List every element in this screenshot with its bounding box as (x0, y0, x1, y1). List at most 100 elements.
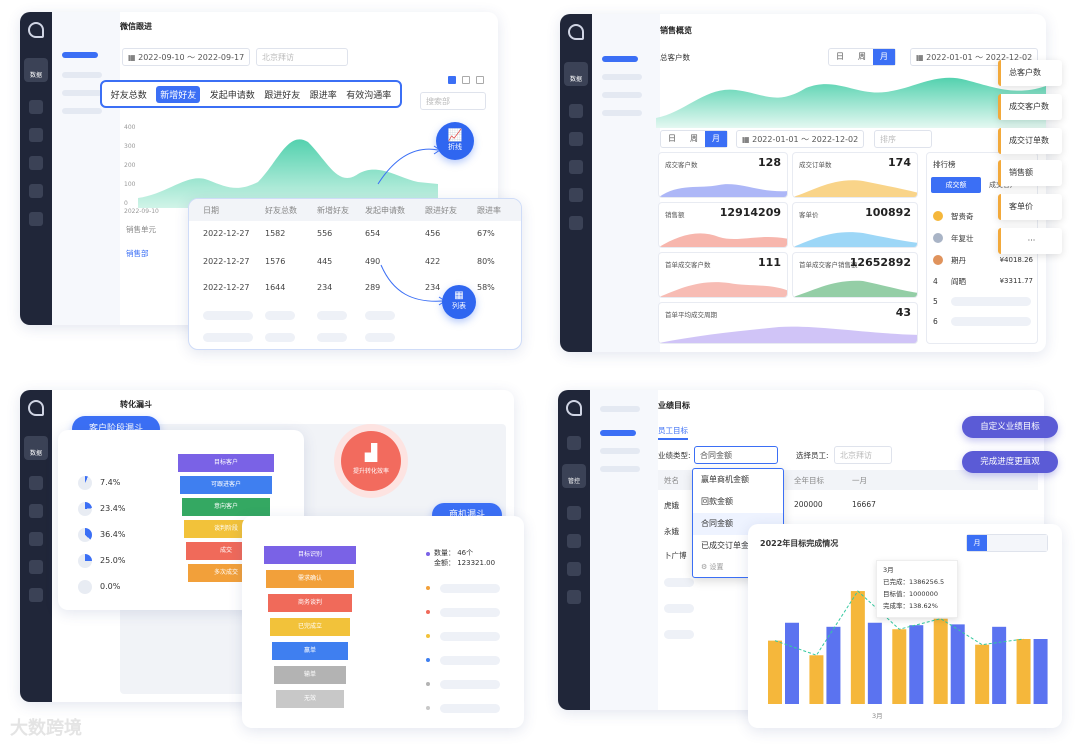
view-toggles (448, 76, 484, 84)
nav-item[interactable] (569, 132, 583, 146)
dropdown-option[interactable]: 已成交订单金额 (701, 541, 757, 550)
date-range-picker[interactable]: ▦ 2022-09-10 ～ 2022-09-17 (122, 48, 251, 66)
bar-target[interactable] (1033, 639, 1048, 704)
side-tag[interactable]: 总客户数 (998, 60, 1062, 86)
dropdown-settings[interactable]: ⚙ 设置 (701, 563, 724, 571)
nav-item[interactable] (29, 560, 43, 574)
bar-target[interactable] (785, 622, 799, 704)
metric-card[interactable]: 成交订单数 174 (792, 152, 918, 198)
select-dropdown[interactable]: 北京拜访 (256, 48, 348, 66)
side-tag[interactable]: 成交客户数 (998, 94, 1062, 120)
line-chart-button[interactable]: 📈 折线 (436, 122, 474, 160)
tab-requests[interactable]: 发起申请数 (209, 90, 255, 101)
bar-completed[interactable] (975, 644, 990, 704)
nav-item[interactable] (569, 216, 583, 230)
app-logo-icon (28, 22, 44, 38)
type-label: 业绩类型: (658, 451, 691, 460)
tab-follow-rate[interactable]: 跟进率 (309, 90, 337, 101)
tab-effective-rate[interactable]: 有效沟通率 (346, 90, 392, 101)
nav-item[interactable] (569, 160, 583, 174)
bar-completed[interactable] (892, 629, 907, 704)
nav-data[interactable]: 数据 (24, 58, 48, 82)
tab-new-friends[interactable]: 新增好友 (156, 85, 201, 103)
side-tag[interactable]: 销售额 (998, 160, 1062, 186)
nav-data[interactable]: 数据 (24, 436, 48, 460)
bar-target[interactable] (909, 625, 924, 704)
progress-button[interactable]: 完成进度更直观 (962, 451, 1058, 473)
bar-chart-icon: ▟ (364, 443, 378, 462)
progress-ring-icon (78, 476, 92, 490)
nav-item[interactable] (29, 184, 43, 198)
nav-item[interactable] (29, 100, 43, 114)
dropdown-option[interactable]: 回款金额 (701, 497, 733, 506)
progress-ring-icon (78, 554, 92, 568)
dept-link[interactable]: 销售部 (126, 249, 149, 258)
metric-card-wide[interactable]: 首单平均成交周期 43 (658, 302, 918, 344)
nav-control[interactable]: 管控 (562, 464, 586, 488)
side-tag[interactable]: 客单价 (998, 194, 1062, 220)
filter-select[interactable]: 搜索部 (420, 92, 486, 110)
custom-target-button[interactable]: 自定义业绩目标 (962, 416, 1058, 438)
bar-completed[interactable] (933, 618, 948, 704)
metric-card[interactable]: 客单价 100892 (792, 202, 918, 248)
chart-view-icon[interactable] (448, 76, 456, 84)
bar-completed[interactable] (850, 591, 865, 704)
bar-completed[interactable] (768, 640, 782, 704)
nav-data[interactable]: 数据 (564, 62, 588, 86)
employee-name: 卜广博 (664, 551, 687, 560)
nav-item[interactable] (29, 128, 43, 142)
bar-target[interactable] (826, 626, 841, 704)
unit-label: 销售单元 (126, 225, 156, 234)
nav-item[interactable] (567, 590, 581, 604)
nav-item[interactable] (29, 532, 43, 546)
nav-item[interactable] (567, 562, 581, 576)
chart-period-toggle[interactable]: 月 (966, 534, 1048, 552)
side-tag-more[interactable]: ··· (998, 228, 1062, 254)
nav-item[interactable] (29, 588, 43, 602)
export-icon[interactable] (476, 76, 484, 84)
stage-percent-item: 0.0% (78, 574, 125, 600)
bar-completed[interactable] (1016, 639, 1031, 704)
side-nav: 数据 (20, 12, 52, 325)
tab-follow-friends[interactable]: 跟进好友 (264, 90, 301, 101)
nav-item[interactable] (29, 212, 43, 226)
sort-select[interactable]: 排序 (874, 130, 932, 148)
table-view-icon[interactable] (462, 76, 470, 84)
employee-name: 永娥 (664, 527, 679, 536)
period-toggle-2[interactable]: 日周月 (660, 130, 728, 148)
dropdown-option[interactable]: 赢单商机金额 (701, 475, 749, 484)
total-customers-area (656, 77, 1046, 128)
nav-item[interactable] (29, 476, 43, 490)
nav-item[interactable] (569, 104, 583, 118)
nav-item[interactable] (569, 188, 583, 202)
ranking-tab-amount[interactable]: 成交额 (931, 177, 981, 193)
sub-menu (52, 12, 120, 325)
tab-employee-target[interactable]: 员工目标 (658, 425, 688, 440)
page-title: 业绩目标 (658, 401, 690, 410)
chart-tooltip: 3月 已完成：1386256.5 目标值：1000000 完成率：138.62% (876, 560, 958, 618)
type-select[interactable]: 合同金额 (694, 446, 778, 464)
metric-card[interactable]: 销售额 12914209 (658, 202, 788, 248)
bar-target[interactable] (950, 624, 965, 704)
metric-card[interactable]: 首单成交客户销售额 12652892 (792, 252, 918, 298)
app-logo-icon (566, 400, 582, 416)
list-button[interactable]: ▦ 列表 (442, 285, 476, 319)
metric-card[interactable]: 成交客户数 128 (658, 152, 788, 198)
nav-item[interactable] (567, 436, 581, 450)
ranking-item: 年复壮 (933, 227, 1033, 249)
period-toggle[interactable]: 日周月 (828, 48, 896, 66)
bar-completed[interactable] (809, 655, 824, 704)
date-range-picker-2[interactable]: ▦ 2022-01-01 ～ 2022-12-02 (736, 130, 865, 148)
nav-item[interactable] (567, 506, 581, 520)
metric-card[interactable]: 首单成交客户数 111 (658, 252, 788, 298)
funnel-stage: 已完成立 (270, 618, 350, 636)
bar-target[interactable] (867, 622, 882, 704)
side-tag[interactable]: 成交订单数 (998, 128, 1062, 154)
tab-friends-total[interactable]: 好友总数 (110, 90, 147, 101)
staff-select[interactable]: 北京拜访 (834, 446, 892, 464)
promo-button[interactable]: ▟ 提升转化效率 (341, 431, 401, 491)
nav-item[interactable] (29, 504, 43, 518)
nav-item[interactable] (29, 156, 43, 170)
bar-target[interactable] (992, 626, 1007, 704)
nav-item[interactable] (567, 534, 581, 548)
